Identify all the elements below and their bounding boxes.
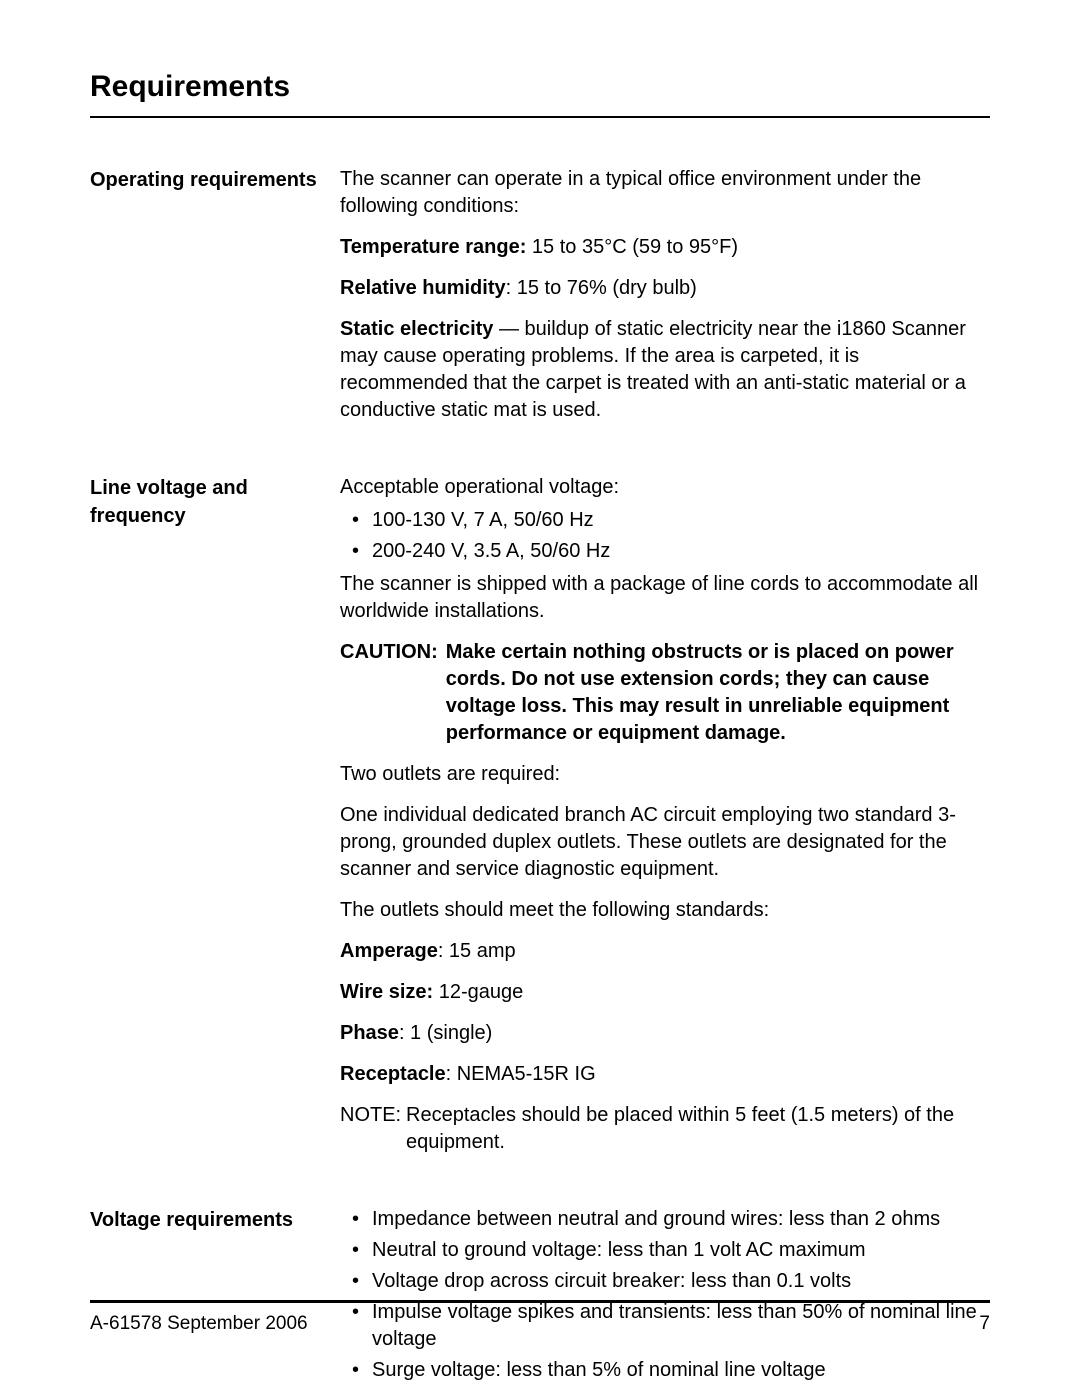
voltage-shipped: The scanner is shipped with a package of… [340,571,990,625]
wire-value: 12-gauge [433,981,523,1003]
receptacle-value: : NEMA5-15R IG [446,1063,596,1085]
title-rule [90,116,990,118]
section-label-voltreq: Voltage requirements [90,1206,340,1390]
caution-block: CAUTION: Make certain nothing obstructs … [340,639,990,747]
static-label: Static electricity [340,318,493,340]
voltage-intro: Acceptable operational voltage: [340,474,990,501]
page-footer: A-61578 September 2006 7 [90,1300,990,1335]
section-operating: Operating requirements The scanner can o… [90,166,990,438]
operating-temp: Temperature range: 15 to 35°C (59 to 95°… [340,234,990,261]
list-item: 200-240 V, 3.5 A, 50/60 Hz [352,538,990,565]
operating-intro: The scanner can operate in a typical off… [340,166,990,220]
page-content: Requirements Operating requirements The … [0,0,1080,1390]
operating-static: Static electricity — buildup of static e… [340,316,990,424]
footer-row: A-61578 September 2006 7 [90,1313,990,1335]
section-label-voltage: Line voltage and frequency [90,474,340,1170]
humidity-label: Relative humidity [340,277,506,299]
list-item: Neutral to ground voltage: less than 1 v… [352,1237,990,1264]
operating-humidity: Relative humidity: 15 to 76% (dry bulb) [340,275,990,302]
list-item: Impedance between neutral and ground wir… [352,1206,990,1233]
list-item: 100-130 V, 7 A, 50/60 Hz [352,507,990,534]
voltage-two-outlets: Two outlets are required: [340,761,990,788]
section-body-voltreq: Impedance between neutral and ground wir… [340,1206,990,1390]
voltage-receptacle: Receptacle: NEMA5-15R IG [340,1061,990,1088]
phase-value: : 1 (single) [399,1022,492,1044]
voltage-phase: Phase: 1 (single) [340,1020,990,1047]
amperage-value: : 15 amp [438,940,516,962]
amperage-label: Amperage [340,940,438,962]
footer-right: 7 [979,1313,990,1335]
receptacle-label: Receptacle [340,1063,446,1085]
voltage-branch: One individual dedicated branch AC circu… [340,802,990,883]
voltreq-bullets: Impedance between neutral and ground wir… [340,1206,990,1384]
section-body-operating: The scanner can operate in a typical off… [340,166,990,438]
section-body-voltage: Acceptable operational voltage: 100-130 … [340,474,990,1170]
caution-text: Make certain nothing obstructs or is pla… [446,639,990,747]
footer-left: A-61578 September 2006 [90,1313,308,1335]
caution-label: CAUTION: [340,639,446,747]
note-text: Receptacles should be placed within 5 fe… [406,1102,990,1156]
wire-label: Wire size: [340,981,433,1003]
page-title: Requirements [90,70,990,104]
voltage-standards: The outlets should meet the following st… [340,897,990,924]
note-block: NOTE: Receptacles should be placed withi… [340,1102,990,1156]
list-item: Voltage drop across circuit breaker: les… [352,1268,990,1295]
temp-label: Temperature range: [340,236,526,258]
section-voltage: Line voltage and frequency Acceptable op… [90,474,990,1170]
section-voltreq: Voltage requirements Impedance between n… [90,1206,990,1390]
note-label: NOTE: [340,1102,406,1156]
footer-rule [90,1300,990,1303]
list-item: Surge voltage: less than 5% of nominal l… [352,1357,990,1384]
phase-label: Phase [340,1022,399,1044]
humidity-value: : 15 to 76% (dry bulb) [506,277,697,299]
voltage-bullets: 100-130 V, 7 A, 50/60 Hz 200-240 V, 3.5 … [340,507,990,565]
voltage-amperage: Amperage: 15 amp [340,938,990,965]
section-label-operating: Operating requirements [90,166,340,438]
voltage-wire: Wire size: 12-gauge [340,979,990,1006]
temp-value: 15 to 35°C (59 to 95°F) [526,236,738,258]
